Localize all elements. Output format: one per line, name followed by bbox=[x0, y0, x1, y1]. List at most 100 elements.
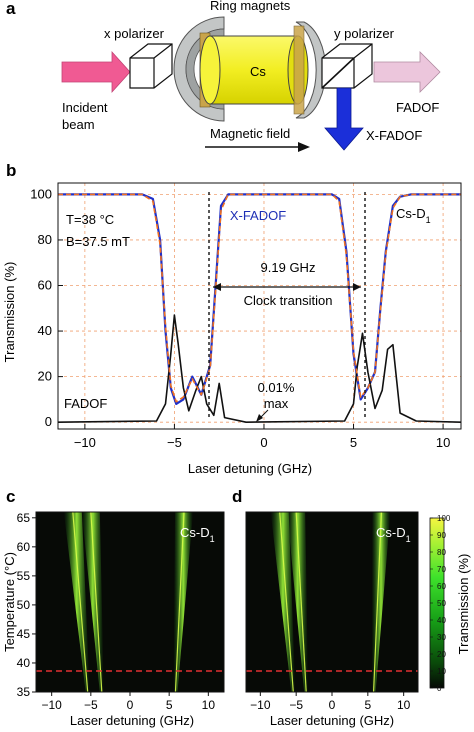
heat-ytick-label: 50 bbox=[17, 598, 31, 612]
heat-xtick-label: −10 bbox=[41, 698, 62, 712]
heatmap-band bbox=[63, 512, 90, 692]
b-ytick-label: 40 bbox=[38, 323, 52, 338]
heat-xtick-label: 5 bbox=[166, 698, 173, 712]
colorbar-ticks: 0 10 20 30 40 50 60 70 80 90 100 bbox=[430, 514, 451, 693]
ring-magnet-front-icon bbox=[293, 21, 327, 119]
panel-c-xlabel: Laser detuning (GHz) bbox=[70, 713, 194, 728]
heat-xtick-label: 0 bbox=[329, 698, 336, 712]
xfadof-label-b: X-FADOF bbox=[230, 208, 286, 223]
panel-c: c Cs-D1 Temperature (°C) −10 −5 0 5 10 35 40 45… bbox=[2, 487, 225, 728]
heat-ytick-label: 40 bbox=[17, 656, 31, 670]
colorbar-tick-label: 70 bbox=[437, 565, 446, 574]
heat-ytick-label: 45 bbox=[17, 627, 31, 641]
panel-b: b Transmission (%) Laser detuning (GHz) … bbox=[2, 161, 462, 476]
colorbar-tick-label: 60 bbox=[437, 582, 446, 591]
b-ytick-label: 80 bbox=[38, 232, 52, 247]
panel-c-ticks: −10 −5 0 5 10 35 40 45 50 55 60 65 bbox=[17, 511, 216, 712]
b-xtick-label: −5 bbox=[167, 435, 182, 450]
temperature-label: T=38 °C bbox=[66, 212, 114, 227]
heat-xtick-label: −10 bbox=[250, 698, 271, 712]
csd1-label-b-subscript: 1 bbox=[426, 215, 431, 225]
b-xtick-label: 10 bbox=[436, 435, 450, 450]
panel-c-inset-label-subscript: 1 bbox=[210, 534, 215, 544]
colorbar-tick-label: 80 bbox=[437, 548, 446, 557]
panel-d-label: d bbox=[232, 487, 242, 506]
panel-d-inset-label: Cs-D1 bbox=[376, 525, 411, 544]
heat-xtick-label: 5 bbox=[364, 698, 371, 712]
panel-b-ylabel: Transmission (%) bbox=[2, 262, 17, 363]
panel-b-xlabel: Laser detuning (GHz) bbox=[188, 461, 312, 476]
panel-d-ticks: −10 −5 0 5 10 bbox=[250, 692, 411, 712]
colorbar-tick-label: 50 bbox=[437, 599, 446, 608]
xfadof-arrow bbox=[324, 87, 364, 151]
heatmap-band bbox=[173, 512, 194, 692]
x-polarizer-label: x polarizer bbox=[104, 26, 165, 41]
panel-c-heatmap bbox=[36, 512, 224, 692]
heatmap-band bbox=[371, 512, 391, 692]
heatmap-band bbox=[287, 512, 309, 692]
series-fadof bbox=[57, 314, 462, 424]
heatmap-band bbox=[270, 512, 296, 692]
heatmap-band-core bbox=[174, 511, 185, 693]
colorbar-tick-label: 90 bbox=[437, 531, 446, 540]
panel-c-ylabel: Temperature (°C) bbox=[2, 552, 17, 652]
panel-a: a Incident beam x polarizer Ring magnets… bbox=[6, 0, 441, 152]
series-theory bbox=[58, 193, 461, 403]
max-label: max bbox=[264, 396, 289, 411]
panel-b-label: b bbox=[6, 161, 16, 180]
panel-d-inset-label-subscript: 1 bbox=[406, 534, 411, 544]
b-xtick-label: −10 bbox=[74, 435, 96, 450]
b-ytick-label: 20 bbox=[38, 369, 52, 384]
magnetic-field-label: Magnetic field bbox=[210, 126, 290, 141]
panel-c-label: c bbox=[6, 487, 15, 506]
panel-b-series bbox=[57, 193, 462, 424]
colorbar-tick-label: 40 bbox=[437, 616, 446, 625]
colorbar-tick-label: 0 bbox=[437, 684, 442, 693]
spacing-label: 9.19 GHz bbox=[261, 260, 316, 275]
x-polarizer-icon bbox=[129, 43, 173, 89]
panel-d-bands bbox=[270, 511, 391, 693]
heatmap-band bbox=[81, 512, 104, 692]
b-xtick-label: 5 bbox=[350, 435, 357, 450]
ring-magnets-label: Ring magnets bbox=[210, 0, 291, 13]
b-ytick-label: 60 bbox=[38, 278, 52, 293]
b-xtick-label: 0 bbox=[260, 435, 267, 450]
heatmap-band-core bbox=[72, 511, 89, 693]
colorbar-tick-label: 100 bbox=[437, 514, 451, 523]
y-polarizer-icon bbox=[321, 43, 373, 89]
panel-c-bands bbox=[63, 511, 194, 693]
spacing-arrowhead-right bbox=[353, 283, 361, 291]
field-label: B=37.5 mT bbox=[66, 234, 130, 249]
colorbar: 0 10 20 30 40 50 60 70 80 90 100 Transmission (%) bbox=[429, 514, 471, 693]
colorbar-label: Transmission (%) bbox=[456, 554, 471, 655]
heat-xtick-label: 0 bbox=[127, 698, 134, 712]
colorbar-tick-label: 30 bbox=[437, 633, 446, 642]
heatmap-band-core bbox=[90, 511, 103, 693]
panel-a-label: a bbox=[6, 0, 16, 18]
clock-transition-label: Clock transition bbox=[244, 293, 333, 308]
max-pointer-head bbox=[256, 414, 263, 422]
heat-xtick-label: 10 bbox=[397, 698, 411, 712]
incident-beam-arrow bbox=[61, 50, 131, 94]
heatmap-band-core bbox=[279, 511, 294, 693]
panel-c-inset-label: Cs-D1 bbox=[180, 525, 215, 544]
csd1-label-b: Cs-D1 bbox=[396, 206, 431, 225]
colorbar-tick-label: 20 bbox=[437, 650, 446, 659]
heat-xtick-label: −5 bbox=[289, 698, 303, 712]
b-ytick-label: 0 bbox=[45, 414, 52, 429]
cs-label: Cs bbox=[250, 64, 266, 79]
xfadof-label-a: X-FADOF bbox=[366, 128, 422, 143]
max-value-label: 0.01% bbox=[258, 380, 295, 395]
b-ytick-label: 100 bbox=[30, 186, 52, 201]
heat-ytick-label: 35 bbox=[17, 685, 31, 699]
y-polarizer-label: y polarizer bbox=[334, 26, 395, 41]
panel-b-frame bbox=[57, 182, 462, 430]
heatmap-band-core bbox=[295, 511, 307, 693]
panel-d-xlabel: Laser detuning (GHz) bbox=[270, 713, 394, 728]
fadof-arrow bbox=[373, 51, 441, 93]
heat-xtick-label: −5 bbox=[84, 698, 98, 712]
heatmap-band-core bbox=[372, 511, 383, 693]
beam-label: beam bbox=[62, 117, 95, 132]
